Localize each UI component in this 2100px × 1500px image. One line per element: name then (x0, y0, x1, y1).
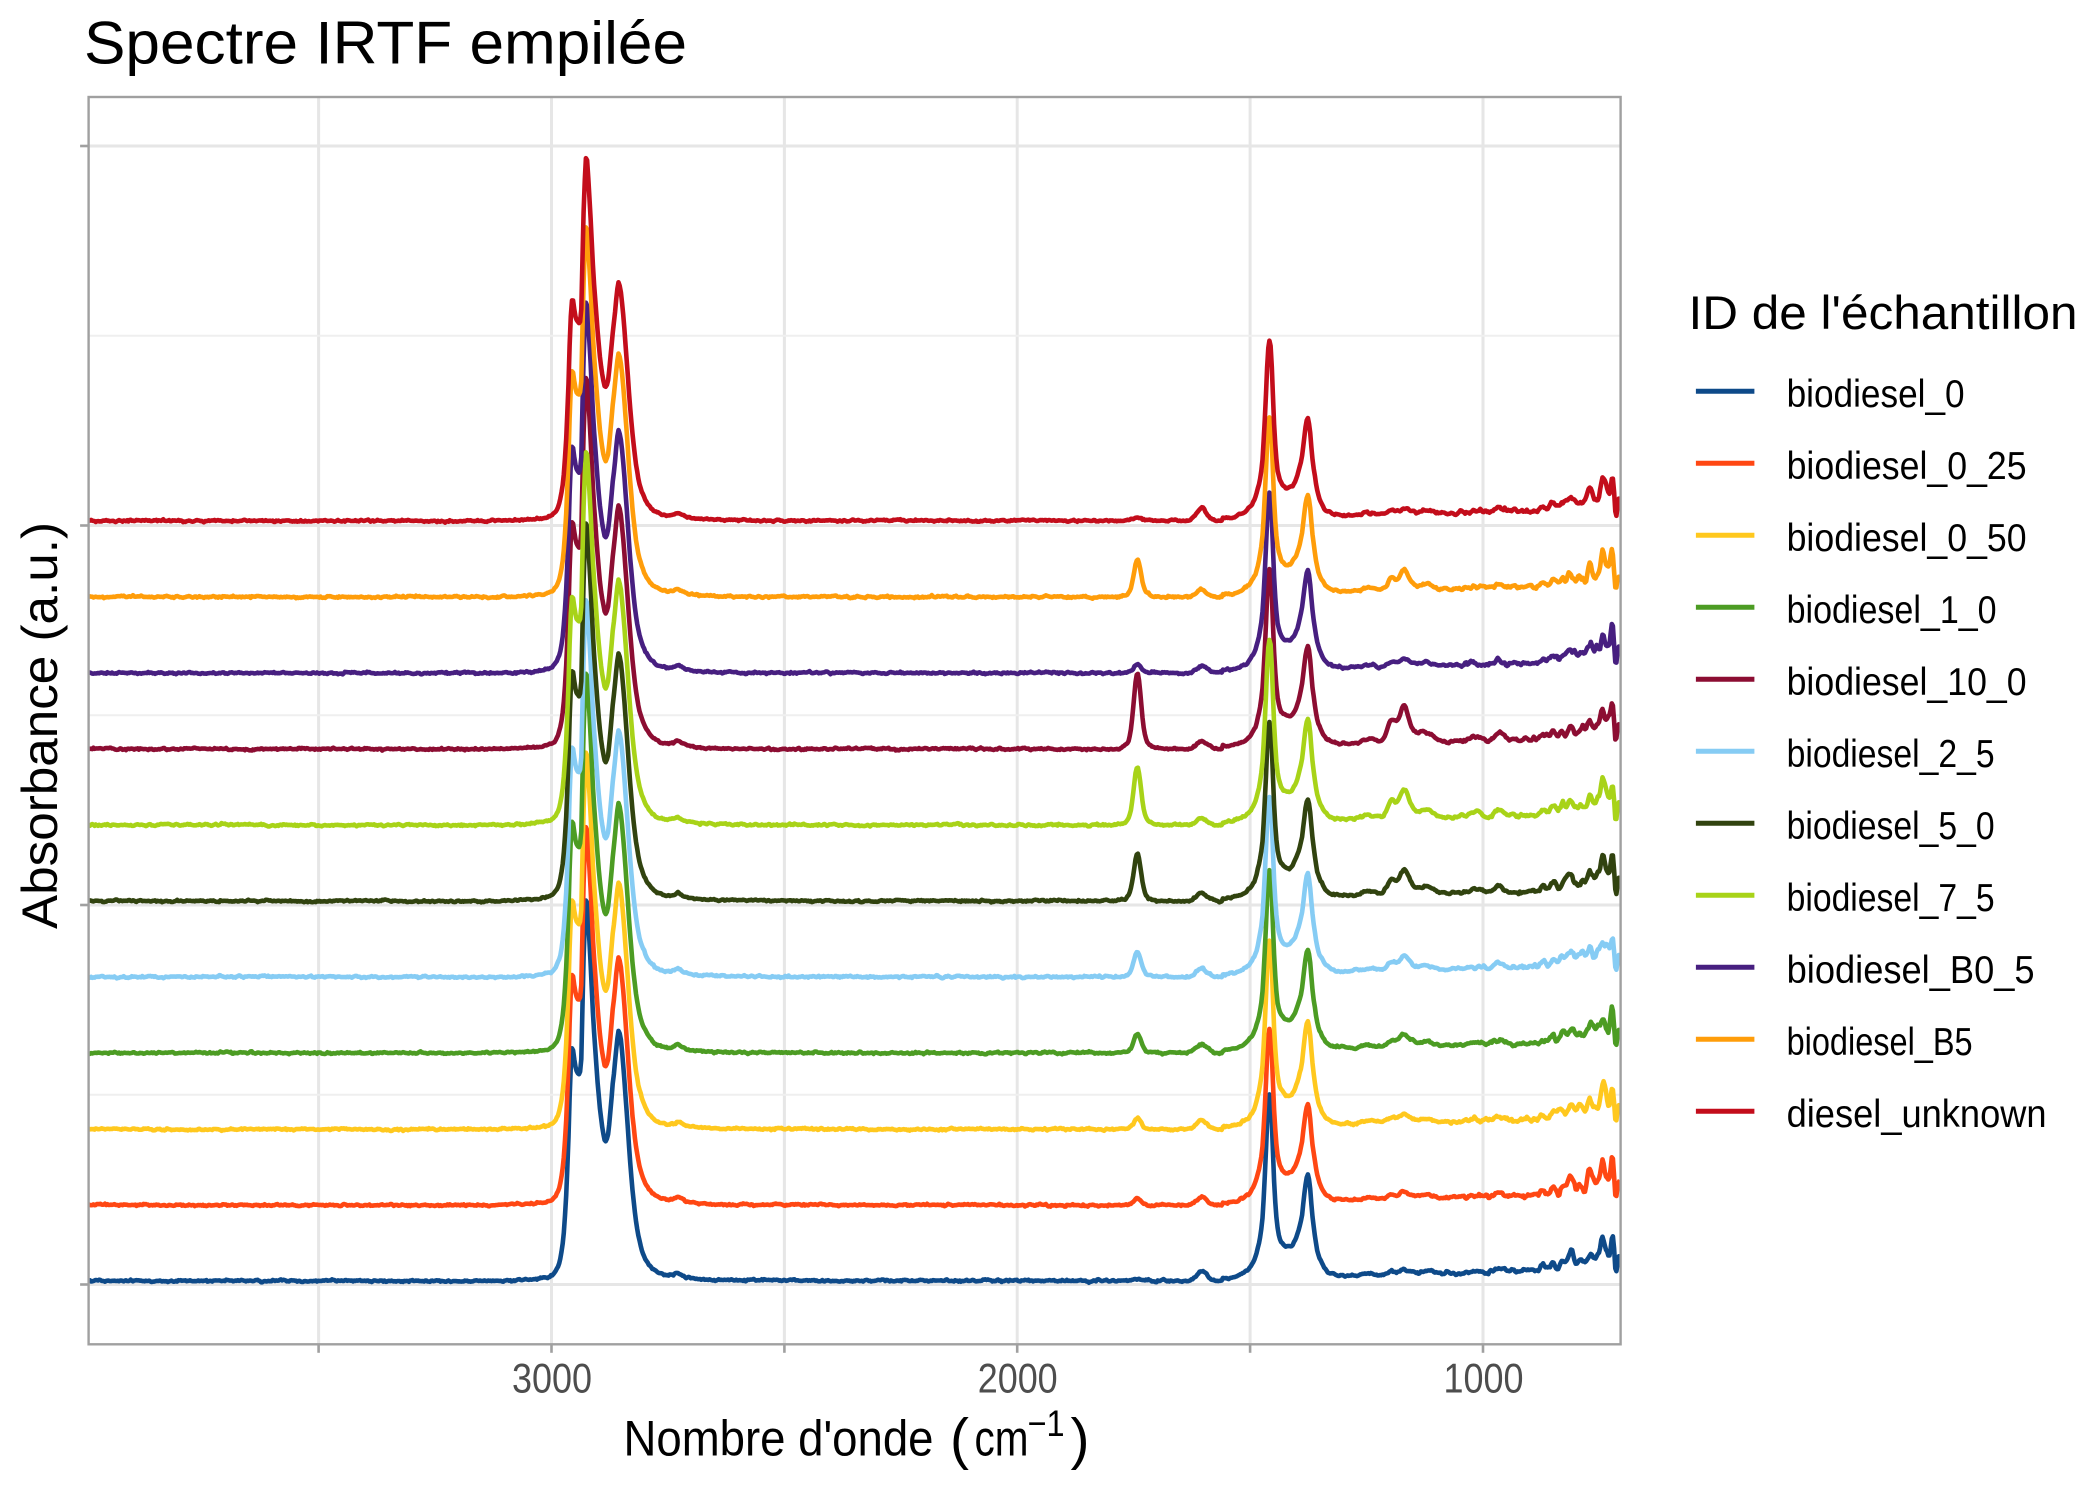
svg-text:ID de l'échantillon: ID de l'échantillon (1689, 286, 2078, 339)
svg-text:biodiesel_1_0: biodiesel_1_0 (1787, 589, 1997, 632)
svg-text:biodiesel_10_0: biodiesel_10_0 (1787, 661, 2027, 704)
svg-text:Spectre IRTF empilée: Spectre IRTF empilée (84, 10, 687, 77)
svg-text:biodiesel_0: biodiesel_0 (1787, 373, 1965, 416)
svg-text:biodiesel_B0_5: biodiesel_B0_5 (1787, 949, 2035, 992)
svg-text:cm: cm (975, 1411, 1029, 1467)
svg-text:biodiesel_2_5: biodiesel_2_5 (1787, 733, 1995, 776)
svg-text:Absorbance (a.u.): Absorbance (a.u.) (12, 522, 68, 929)
svg-text:diesel_unknown: diesel_unknown (1787, 1093, 2047, 1136)
svg-text:biodiesel_5_0: biodiesel_5_0 (1787, 805, 1995, 848)
svg-text:biodiesel_B5: biodiesel_B5 (1787, 1021, 1973, 1064)
svg-text:biodiesel_0_25: biodiesel_0_25 (1787, 445, 2027, 488)
svg-text:): ) (1071, 1407, 1090, 1471)
svg-text:(: ( (950, 1407, 969, 1471)
svg-text:biodiesel_7_5: biodiesel_7_5 (1787, 877, 1995, 920)
svg-text:biodiesel_0_50: biodiesel_0_50 (1787, 517, 2027, 560)
svg-text:2000: 2000 (978, 1355, 1058, 1402)
svg-text:1000: 1000 (1444, 1355, 1524, 1402)
svg-text:Nombre d'onde: Nombre d'onde (624, 1411, 934, 1467)
svg-text:−1: −1 (1028, 1403, 1065, 1444)
svg-text:3000: 3000 (512, 1355, 592, 1402)
